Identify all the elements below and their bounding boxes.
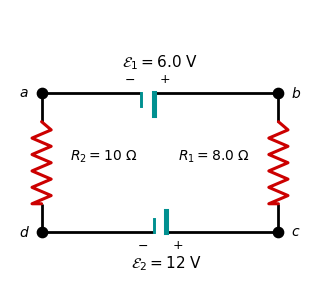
Point (39, 230, 44, 234)
Point (276, 230, 281, 234)
Text: $-$: $-$ (124, 73, 135, 86)
Text: $c$: $c$ (291, 225, 301, 239)
Text: $R_2 = 10\ \Omega$: $R_2 = 10\ \Omega$ (70, 149, 138, 165)
Text: $d$: $d$ (19, 224, 29, 240)
Text: $a$: $a$ (19, 86, 29, 100)
Text: $\boldsymbol{\mathcal{E}}_1 = 6.0$ V: $\boldsymbol{\mathcal{E}}_1 = 6.0$ V (122, 53, 198, 72)
Text: $b$: $b$ (291, 86, 301, 101)
Text: $+$: $+$ (172, 239, 183, 252)
Point (39, 91, 44, 96)
Text: $\boldsymbol{\mathcal{E}}_2 = 12$ V: $\boldsymbol{\mathcal{E}}_2 = 12$ V (131, 254, 202, 273)
Text: $+$: $+$ (159, 73, 171, 86)
Point (276, 91, 281, 96)
Text: $-$: $-$ (137, 239, 148, 252)
Text: $R_1 = 8.0\ \Omega$: $R_1 = 8.0\ \Omega$ (178, 149, 250, 165)
